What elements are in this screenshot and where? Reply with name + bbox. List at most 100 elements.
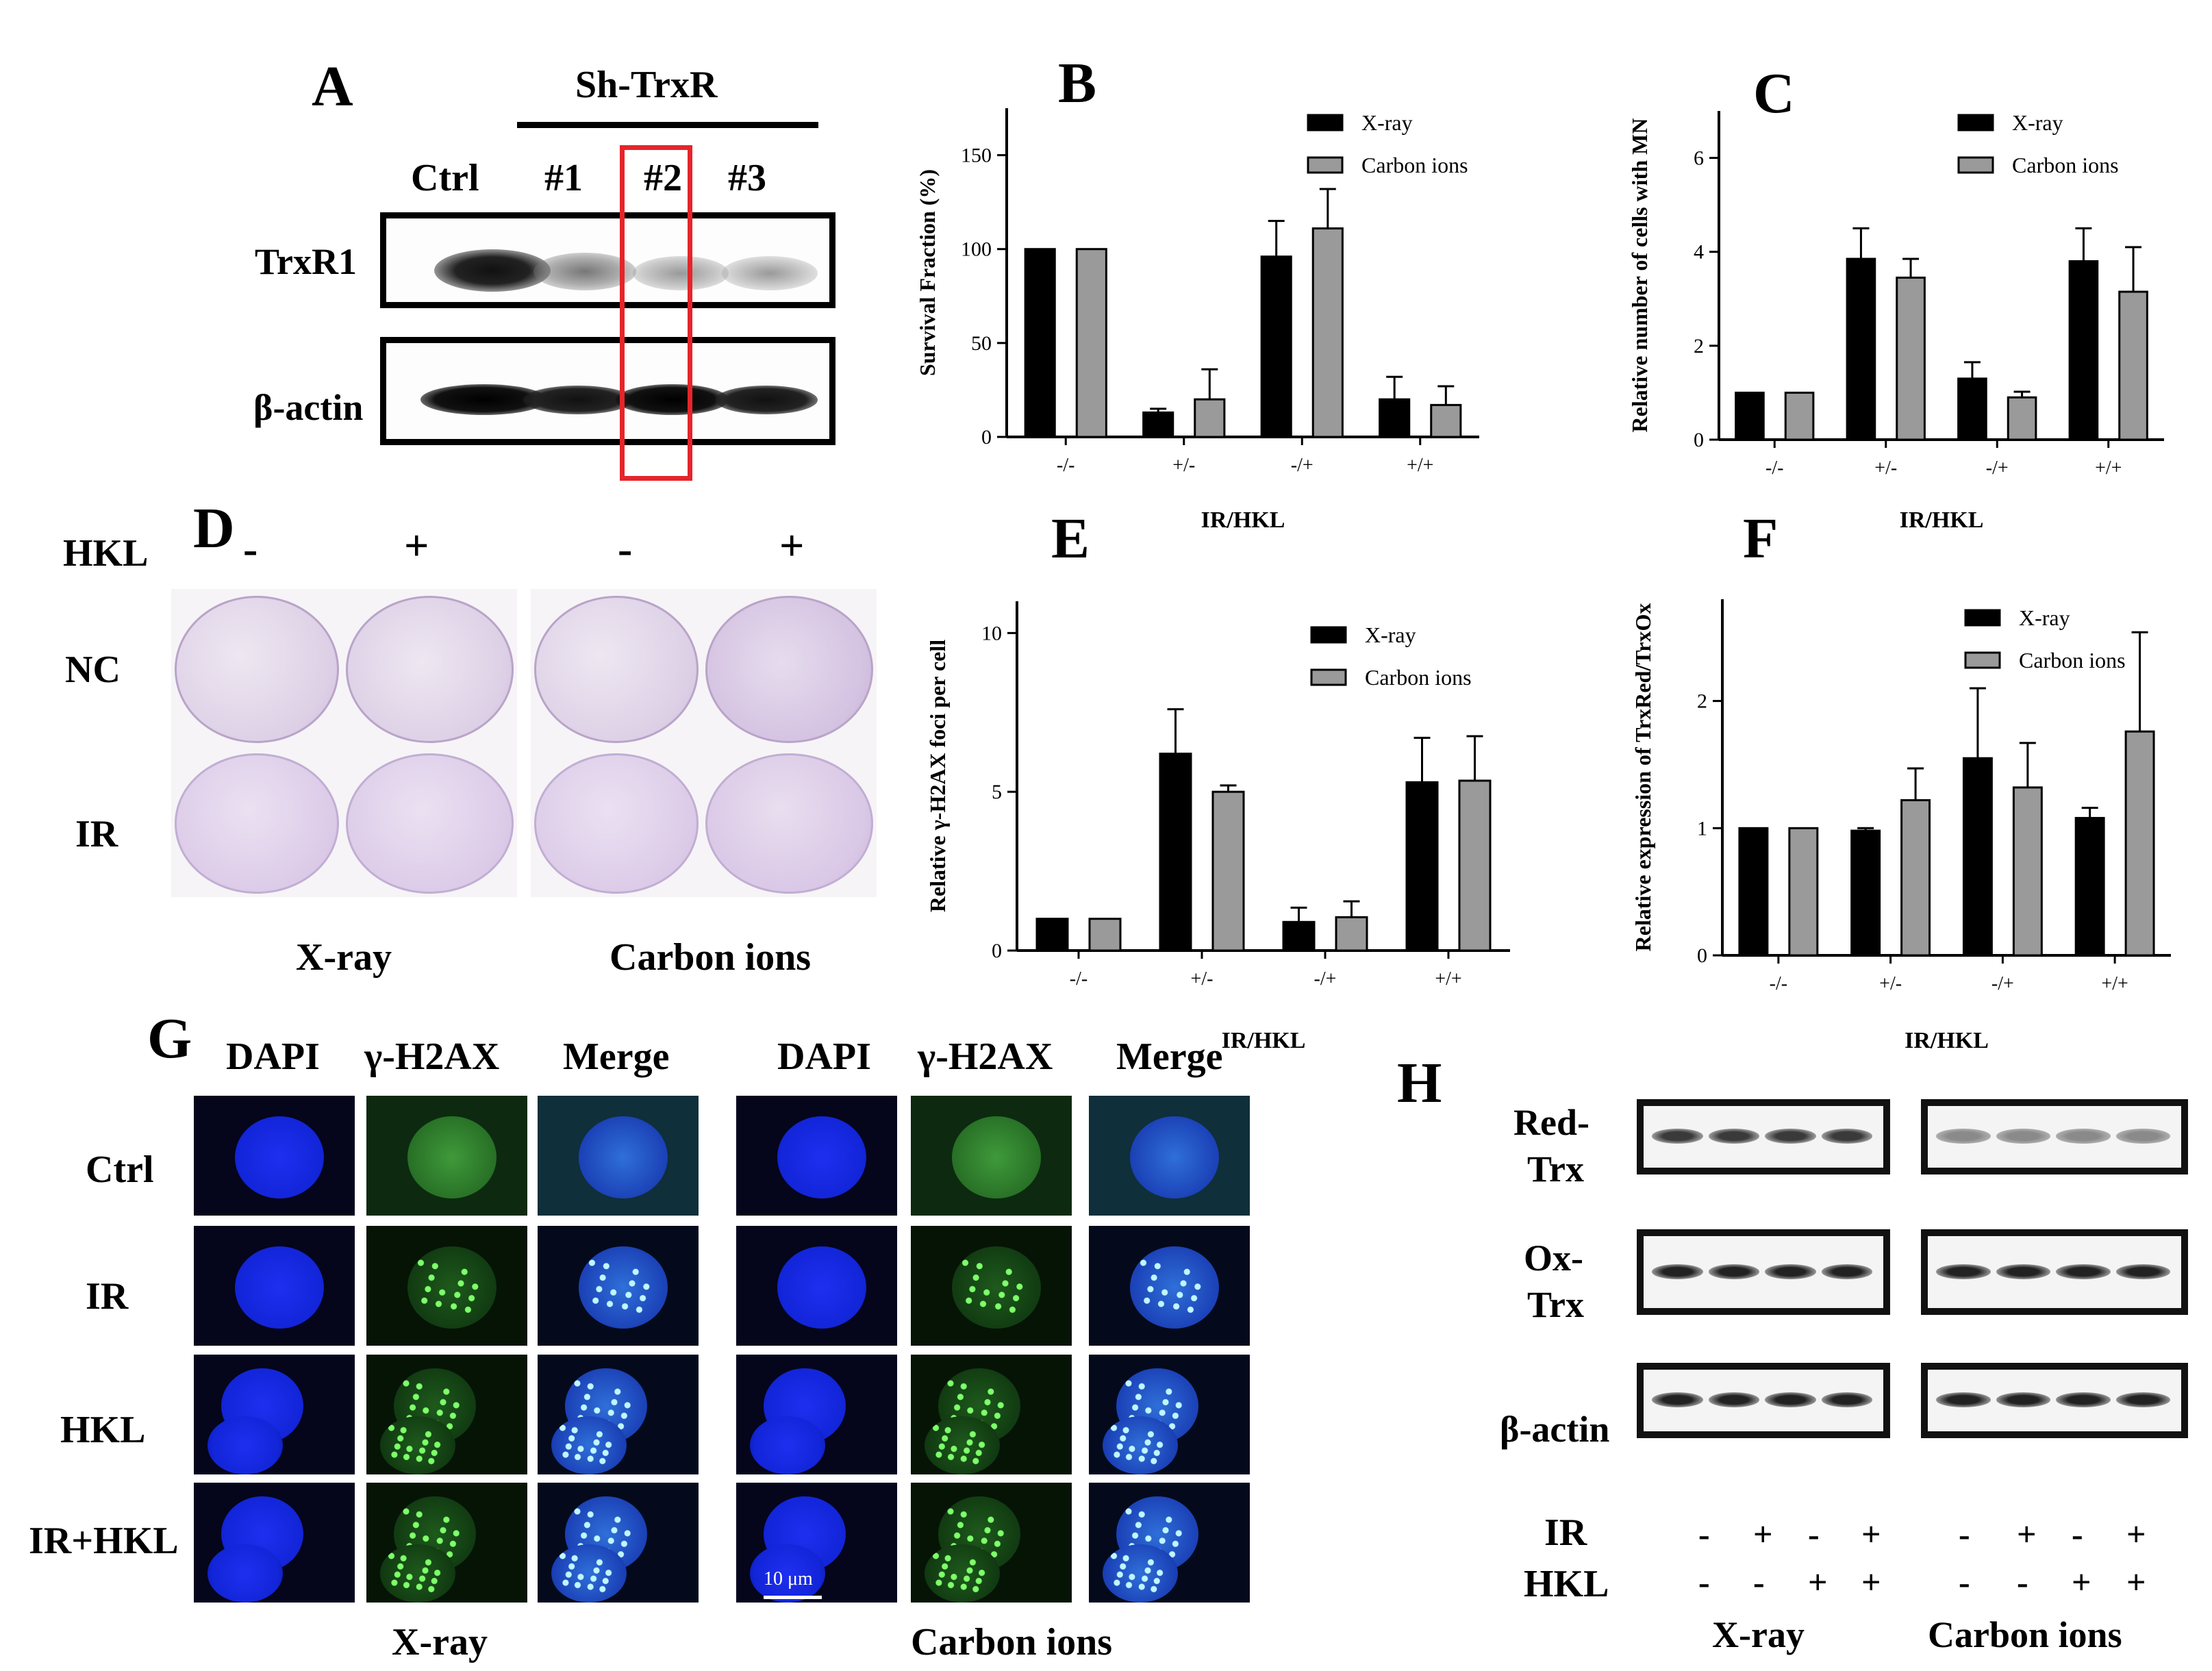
bar [1896,276,1926,441]
legend-label: Carbon ions [2012,153,2119,177]
legend-label: X-ray [1365,623,1416,647]
x-axis-label: IR/HKL [1905,1028,1989,1053]
h-row-red: Red- [1513,1102,1589,1143]
bar [1738,827,1769,957]
dish-carbon-nc-plus [705,596,873,743]
band-ox-trx-xray-1 [1652,1264,1703,1279]
g-header-dapi-left: DAPI [226,1035,320,1078]
h-hkl-sign-7: + [2072,1563,2091,1601]
bar [1405,781,1439,952]
h-ir-sign-1: - [1698,1515,1710,1553]
micrograph-carbon-hkl-merge [1089,1355,1250,1474]
x-tick-label: +/+ [2095,457,2122,479]
x-tick-label: -/- [1765,457,1783,479]
bar [1142,411,1174,438]
h-hkl-label: HKL [1524,1563,1609,1605]
bar [2124,730,2155,957]
micrograph-xray-ir-merge [538,1226,699,1346]
bar [1260,255,1292,438]
highlight-box-lane-2 [620,145,692,481]
legend-label: Carbon ions [2019,648,2126,673]
g-row-ir: IR [86,1275,129,1318]
h-hkl-sign-5: - [1959,1563,1970,1601]
legend-label: Carbon ions [1361,153,1468,177]
x-tick-label: -/+ [1291,455,1314,476]
h-hkl-sign-6: - [2017,1563,2028,1601]
micrograph-xray-ctrl-merge [538,1096,699,1216]
nucleus [952,1116,1041,1198]
y-axis-label: Relative expression of TrxRed/TrxOx [1631,603,1655,952]
blot-beta-actin [380,337,835,445]
g-header-dapi-right: DAPI [777,1035,871,1078]
band-red-trx-xray-1 [1652,1129,1703,1144]
bar [1788,827,1819,957]
band-ox-trx-xray-2 [1708,1264,1759,1279]
band-ox-trx-xray-3 [1765,1264,1816,1279]
bar [2007,396,2037,441]
legend-label: X-ray [2019,605,2070,630]
band-beta-actin-xray-3 [1765,1392,1816,1407]
nucleus [380,1416,455,1474]
blot-ox-trx-xray [1637,1229,1890,1315]
g-header-merge-right: Merge [1116,1035,1223,1078]
h-row-ox: Ox- [1524,1237,1583,1279]
hkl-sign-d-3: - [618,525,633,573]
micrograph-xray-ir-dapi [194,1226,355,1346]
legend-swatch [1957,114,1994,131]
bar [1024,248,1056,438]
nucleus [235,1116,324,1198]
nucleus [380,1544,455,1603]
row-label-nc: NC [65,649,121,691]
band-ox-trx-carbon-2 [1996,1264,2050,1279]
bar [1957,377,1987,441]
dish-xray-ir-minus [175,753,339,894]
micrograph-carbon-ctrl-h2ax [911,1096,1072,1216]
bar [1784,391,1815,441]
sh-trxr-bracket-line [517,122,818,128]
micrograph-carbon-ctrl-merge [1089,1096,1250,1216]
hkl-sign-d-2: + [404,521,429,570]
x-tick-label: +/- [1191,968,1214,990]
band-ox-trx-carbon-4 [2115,1264,2170,1279]
band-red-trx-xray-4 [1821,1129,1872,1144]
blot-beta-actin-xray [1637,1363,1890,1438]
blot-trxr1 [380,212,835,308]
bar [1035,918,1069,952]
photo-dishes-carbon [531,589,877,897]
h-ir-sign-2: + [1753,1515,1773,1553]
lane-label-3: #3 [728,157,766,199]
x-tick-label: +/- [1172,455,1195,476]
band-red-trx-xray-2 [1708,1129,1759,1144]
panel-label-e: E [1051,507,1090,570]
dish-xray-ir-plus [346,753,514,894]
blot-red-trx-xray [1637,1099,1890,1174]
chart-b-survival-fraction: 0 50 100 150 -/- +/- -/+ +/+ Survival Fraction (… [915,108,1479,533]
micrograph-carbon-ir-merge [1089,1226,1250,1346]
bar [1379,398,1411,438]
band-red-trx-xray-3 [1765,1129,1816,1144]
h-row-ox-trx: Trx [1527,1284,1584,1325]
band-trxr1-2 [633,256,729,290]
panel-label-b: B [1058,51,1097,115]
nucleus [235,1246,324,1329]
g-header-h2ax-right: γ-H2AX [918,1035,1053,1078]
band-actin-1 [523,386,633,414]
legend-swatch [1307,114,1344,131]
micrograph-xray-ctrl-dapi [194,1096,355,1216]
y-tick-label: 2 [1694,335,1704,357]
y-tick-label: 10 [981,622,1002,644]
nucleus [208,1544,283,1603]
x-axis-label: IR/HKL [1201,507,1285,533]
column-label-carbon-d: Carbon ions [609,936,812,979]
micrograph-carbon-ctrl-dapi [736,1096,897,1216]
band-beta-actin-xray-1 [1652,1392,1703,1407]
x-tick-label: +/+ [1435,968,1461,990]
row-label-trxr1: TrxR1 [255,241,357,282]
column-label-xray-d: X-ray [296,936,392,979]
panel-label-g: G [147,1007,192,1070]
x-tick-label: -/+ [1991,973,2014,994]
g-row-ctrl: Ctrl [86,1148,154,1191]
band-beta-actin-xray-4 [1821,1392,1872,1407]
bar [1194,398,1226,438]
band-red-trx-carbon-3 [2056,1129,2111,1144]
